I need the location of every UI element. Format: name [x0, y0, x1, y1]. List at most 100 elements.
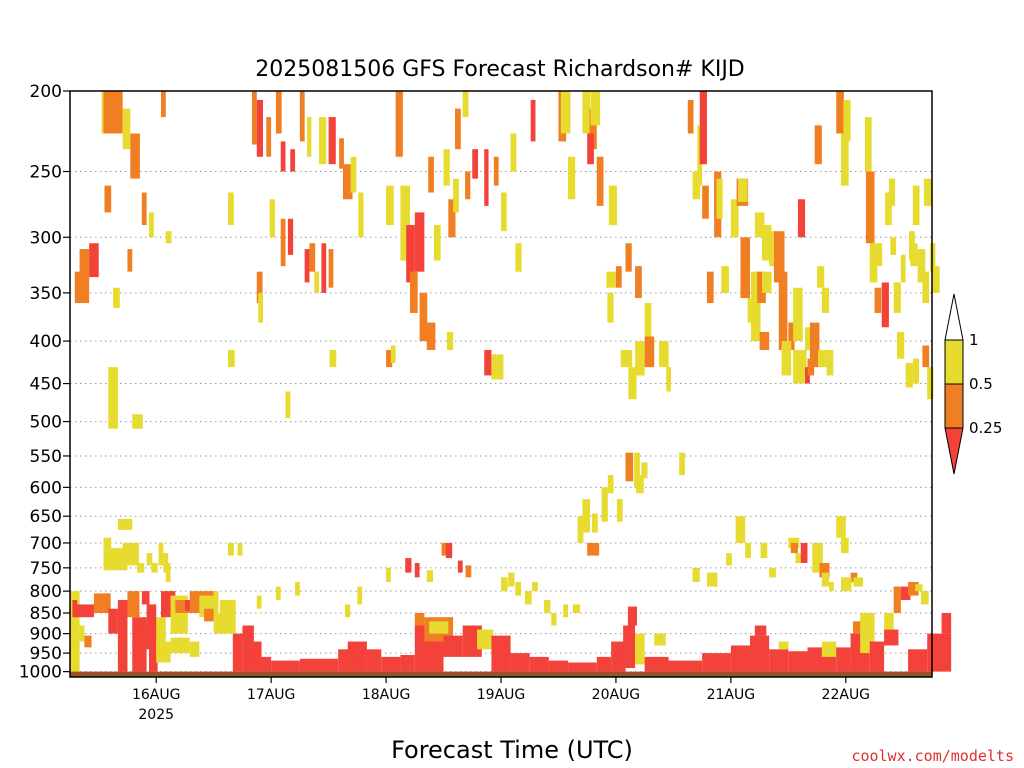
ri-cell	[165, 231, 172, 244]
y-tick-label: 600	[30, 478, 62, 498]
ri-cell	[472, 149, 479, 179]
legend-bin-below-0.25	[944, 427, 964, 475]
ri-cell	[357, 586, 363, 605]
ri-cell	[738, 178, 748, 202]
ri-cell	[759, 331, 770, 350]
ri-cell	[890, 237, 897, 255]
ri-cell	[433, 225, 441, 261]
ri-cell	[491, 354, 497, 380]
ri-cell	[74, 271, 81, 304]
y-tick-label: 200	[30, 82, 62, 102]
ri-cell	[146, 553, 153, 566]
ri-cell	[740, 237, 751, 299]
ri-cell	[893, 282, 901, 313]
ri-cell	[884, 629, 899, 646]
ri-cell	[74, 604, 94, 618]
ri-cell	[149, 617, 158, 672]
ri-cell	[790, 542, 798, 554]
y-tick-label: 300	[30, 228, 62, 248]
ri-cell	[616, 499, 623, 522]
ri-cell	[132, 414, 143, 429]
ri-cell	[843, 99, 851, 142]
ri-cell	[941, 612, 952, 634]
ri-cell	[219, 600, 226, 613]
ri-cell	[89, 243, 99, 278]
x-axis-label: Forecast Time (UTC)	[391, 736, 633, 764]
y-tick-label: 500	[30, 413, 62, 433]
legend-label: 0.5	[969, 375, 993, 393]
ri-cell	[530, 99, 536, 142]
ri-cell	[807, 358, 815, 376]
ri-cell	[635, 633, 645, 665]
ri-cell	[414, 212, 425, 272]
ri-cell	[344, 604, 351, 618]
y-tick-label: 650	[30, 507, 62, 527]
ri-cell	[897, 331, 905, 359]
ri-cell	[426, 322, 436, 350]
ri-cell	[663, 660, 703, 672]
ri-cell	[582, 91, 591, 134]
ri-cell	[716, 178, 723, 219]
ri-cell	[654, 633, 666, 646]
ri-cell	[821, 287, 830, 313]
ri-cell	[141, 591, 150, 605]
ri-cell	[730, 645, 751, 672]
ri-cell	[108, 608, 118, 634]
ri-cell	[634, 452, 640, 488]
ri-cell	[251, 641, 262, 672]
ri-cell	[760, 542, 768, 559]
chart-title: 2025081506 GFS Forecast Richardson# KIJD	[255, 57, 745, 82]
ri-cell	[769, 567, 776, 578]
y-tick-label: 550	[30, 447, 62, 467]
ri-cell	[623, 625, 636, 669]
ri-cell	[922, 271, 930, 304]
ri-cell	[551, 612, 557, 626]
ri-cell	[757, 271, 766, 304]
ri-cell	[108, 367, 118, 429]
ri-cell	[137, 563, 145, 573]
ri-cell	[130, 133, 140, 179]
ri-cell	[405, 558, 412, 573]
legend-label: 1	[969, 331, 979, 349]
ri-cell	[491, 635, 511, 672]
ri-cell	[304, 249, 310, 283]
x-tick-label: 20AUG	[592, 687, 641, 703]
ri-cell	[706, 572, 718, 587]
ri-cell	[443, 635, 463, 657]
y-tick-label: 900	[30, 625, 62, 645]
legend-bin-0.25-0.5	[944, 383, 964, 429]
ri-cell	[814, 125, 822, 165]
ri-cell	[204, 608, 214, 622]
ri-cell	[826, 349, 834, 376]
ri-cell	[400, 655, 415, 672]
ri-cell	[366, 649, 382, 672]
x-tick-label: 16AUG	[132, 687, 181, 703]
ri-cell	[256, 595, 262, 609]
ri-cell	[666, 367, 672, 392]
ri-cell	[912, 358, 920, 384]
ri-cell	[568, 156, 576, 200]
ri-cell	[122, 542, 139, 566]
ri-cell	[266, 117, 272, 157]
ri-cell	[223, 600, 236, 634]
ri-cell	[251, 91, 257, 145]
ri-cell	[635, 341, 645, 376]
ri-cell	[773, 231, 785, 283]
ri-cell	[508, 572, 515, 587]
ri-cell	[769, 649, 789, 672]
ri-cell	[885, 192, 892, 226]
ri-cell	[156, 641, 171, 663]
y-tick-label: 1000	[19, 663, 62, 683]
ri-cell	[702, 653, 731, 672]
ri-cell	[721, 266, 729, 293]
ri-cell	[864, 117, 872, 172]
ri-cell	[228, 192, 234, 226]
ri-cell	[795, 553, 806, 564]
ri-cell	[295, 581, 300, 596]
ri-cell	[496, 354, 504, 380]
ri-cell	[113, 287, 120, 309]
ri-cell	[448, 199, 456, 238]
ri-cell	[769, 231, 777, 267]
richardson-cells	[70, 91, 952, 672]
ri-cell	[788, 537, 800, 549]
